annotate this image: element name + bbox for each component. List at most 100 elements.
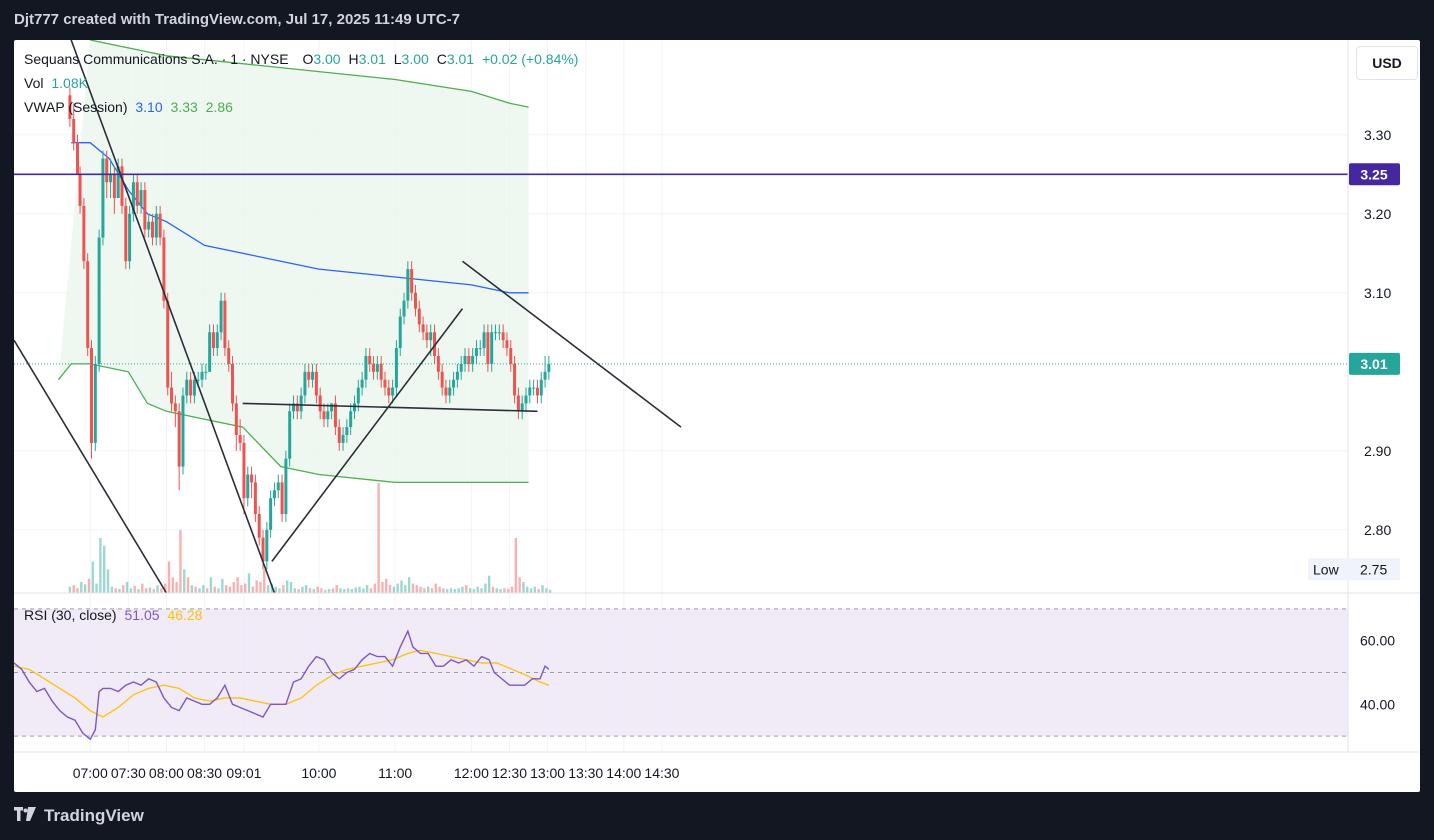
candle-body	[112, 174, 116, 198]
candle-body	[375, 363, 379, 372]
candle-body	[486, 332, 490, 364]
candle-body	[242, 442, 246, 499]
candle-body	[368, 356, 372, 364]
high-label: H	[348, 51, 359, 67]
volume-bar	[430, 588, 434, 593]
volume-bar	[407, 577, 411, 593]
trendline-drawings[interactable]	[14, 40, 682, 594]
volume-bar	[491, 586, 495, 593]
candle-body	[516, 395, 520, 412]
volume-bar	[522, 582, 525, 593]
candle-body	[528, 387, 532, 396]
candle-body	[345, 427, 349, 435]
volume-bar	[137, 589, 140, 593]
candle-body	[394, 348, 398, 388]
candle-body	[463, 356, 467, 364]
volume-bar	[343, 589, 346, 593]
candle-body	[303, 371, 307, 396]
volume-bar	[423, 588, 426, 593]
candle-body	[440, 371, 444, 388]
candle-body	[147, 221, 151, 230]
volume-bar	[106, 569, 110, 593]
volume-bar	[156, 585, 159, 593]
volume-bar	[442, 588, 445, 593]
volume-bar	[510, 586, 514, 593]
volume-bars	[68, 483, 552, 593]
volume-bar	[213, 586, 216, 593]
volume-bar	[404, 585, 407, 593]
volume-bar	[449, 588, 453, 593]
volume-bar	[526, 586, 529, 593]
volume-bar	[362, 588, 365, 593]
volume-bar	[68, 586, 72, 593]
volume-bar	[209, 577, 213, 593]
volume-bar	[484, 583, 487, 593]
candle-body	[250, 474, 254, 483]
volume-bar	[419, 586, 422, 593]
volume-bar	[179, 530, 182, 593]
currency-button[interactable]: USD	[1356, 46, 1418, 80]
trendline	[14, 339, 168, 594]
volume-bar	[358, 586, 361, 593]
low-label-bg	[1308, 558, 1400, 581]
volume-bar	[499, 589, 502, 593]
last-price-badge: 3.01	[1360, 356, 1387, 372]
candle-body	[482, 332, 486, 349]
candle-body	[455, 371, 459, 380]
brand-name: TradingView	[44, 806, 144, 825]
candle-body	[227, 348, 231, 364]
candle-body	[547, 363, 551, 372]
low-value-label: 2.75	[1360, 561, 1387, 577]
candle-body	[68, 95, 72, 119]
volume-value: 1.08K	[51, 75, 88, 91]
volume-bar	[240, 585, 243, 593]
candle-body	[299, 395, 303, 412]
candle-body	[150, 221, 154, 238]
candle-body	[322, 411, 326, 420]
volume-bar	[354, 587, 357, 593]
volume-bar	[400, 580, 403, 593]
rsi-legend: RSI (30, close) 51.05 46.28	[24, 607, 202, 623]
volume-bar	[472, 589, 476, 593]
candle-body	[433, 332, 437, 356]
volume-bar	[171, 577, 175, 593]
candle-body	[314, 371, 318, 396]
time-tick-label: 11:00	[378, 765, 412, 781]
rsi-tick-label: 60.00	[1360, 633, 1395, 649]
volume-bar	[339, 588, 342, 593]
chart-canvas[interactable]: 3.30 3.20 3.10 2.90 2.80 60.00 40.00 07:00 07:30…	[14, 40, 1420, 792]
volume-bar	[476, 586, 479, 593]
volume-bar	[293, 588, 296, 593]
candle-body	[341, 435, 345, 443]
candle-body	[352, 403, 356, 412]
rsi-ma-value: 46.28	[167, 607, 203, 623]
level-price-badge-bg	[1349, 163, 1400, 186]
candle-body	[284, 458, 288, 514]
price-tick-label: 3.30	[1364, 127, 1391, 143]
candle-body	[211, 332, 215, 349]
candle-body	[379, 363, 383, 380]
candle-body	[356, 387, 360, 404]
volume-bar	[541, 585, 544, 593]
volume-bar	[202, 585, 205, 593]
volume-bar	[133, 585, 136, 593]
candle-body	[261, 537, 265, 562]
trendline	[70, 40, 276, 594]
candle-body	[76, 142, 80, 175]
volume-bar	[148, 587, 152, 593]
candle-body	[253, 482, 257, 514]
candle-body	[246, 474, 250, 499]
candle-body	[406, 269, 410, 301]
volume-bar	[461, 586, 464, 593]
volume-bar	[514, 538, 518, 593]
vwap-line	[71, 142, 529, 294]
candle-body	[513, 363, 517, 396]
candle-body	[372, 363, 376, 372]
time-tick-label: 07:00	[73, 765, 108, 781]
time-tick-label: 12:30	[492, 765, 527, 781]
volume-bar	[453, 589, 457, 593]
candle-body	[173, 403, 177, 412]
time-tick-label: 10:00	[301, 765, 336, 781]
candle-body	[269, 498, 273, 530]
time-tick-label: 12:00	[454, 765, 489, 781]
